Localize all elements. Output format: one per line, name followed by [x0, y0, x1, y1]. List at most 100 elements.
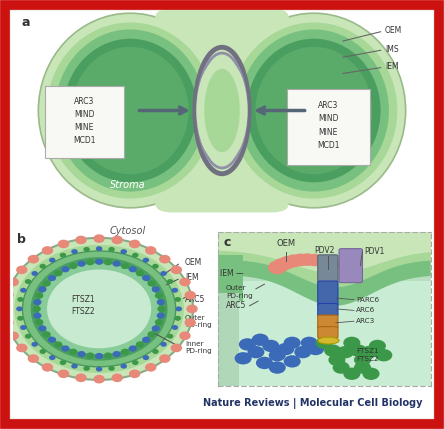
Circle shape: [269, 349, 286, 361]
FancyBboxPatch shape: [218, 281, 431, 386]
Text: ARC3: ARC3: [356, 318, 375, 324]
Circle shape: [157, 312, 165, 319]
Circle shape: [93, 375, 105, 384]
Text: ARC3
MIND
MINE
MCD1: ARC3 MIND MINE MCD1: [317, 101, 340, 150]
Circle shape: [171, 325, 178, 330]
FancyBboxPatch shape: [218, 255, 243, 301]
Ellipse shape: [195, 47, 249, 174]
Circle shape: [175, 306, 182, 311]
Circle shape: [61, 345, 70, 352]
Circle shape: [145, 363, 156, 372]
Circle shape: [239, 338, 256, 350]
Circle shape: [16, 266, 28, 274]
Circle shape: [111, 236, 123, 244]
Circle shape: [285, 254, 303, 267]
Ellipse shape: [55, 30, 205, 192]
Circle shape: [143, 258, 149, 263]
Circle shape: [174, 316, 181, 321]
Circle shape: [160, 342, 167, 347]
Circle shape: [61, 266, 70, 272]
Text: ARC5: ARC5: [226, 301, 246, 310]
Circle shape: [77, 351, 86, 357]
FancyBboxPatch shape: [318, 315, 338, 329]
Circle shape: [40, 264, 46, 269]
Circle shape: [113, 260, 121, 267]
Circle shape: [170, 344, 182, 352]
Circle shape: [25, 279, 32, 284]
Circle shape: [104, 352, 112, 359]
Circle shape: [35, 319, 44, 325]
Circle shape: [132, 360, 139, 365]
Circle shape: [111, 374, 123, 382]
Text: IMS: IMS: [385, 45, 398, 54]
Circle shape: [14, 245, 184, 373]
Circle shape: [170, 266, 182, 274]
Ellipse shape: [231, 23, 396, 198]
Polygon shape: [218, 260, 431, 306]
Circle shape: [49, 355, 56, 360]
Text: Inner
PD-ring: Inner PD-ring: [185, 341, 212, 354]
Circle shape: [354, 361, 371, 374]
Circle shape: [108, 366, 115, 371]
Ellipse shape: [222, 13, 406, 208]
FancyBboxPatch shape: [44, 86, 124, 158]
Ellipse shape: [247, 39, 381, 182]
Circle shape: [43, 331, 51, 338]
Text: IEM: IEM: [185, 274, 198, 282]
Text: IEM —: IEM —: [220, 269, 243, 278]
Circle shape: [179, 278, 190, 286]
Circle shape: [71, 364, 78, 369]
Circle shape: [58, 369, 69, 378]
Text: b: b: [17, 233, 26, 246]
Circle shape: [319, 257, 336, 269]
Circle shape: [343, 368, 361, 380]
Circle shape: [54, 341, 63, 347]
Text: a: a: [22, 15, 30, 29]
Circle shape: [157, 306, 166, 312]
Circle shape: [59, 360, 66, 365]
Circle shape: [120, 364, 127, 369]
Circle shape: [104, 259, 112, 266]
Circle shape: [16, 306, 23, 311]
Ellipse shape: [47, 22, 214, 199]
Circle shape: [252, 334, 269, 346]
Circle shape: [48, 337, 56, 343]
Circle shape: [268, 261, 287, 274]
Circle shape: [343, 337, 361, 349]
Circle shape: [147, 331, 155, 338]
Circle shape: [324, 344, 341, 357]
Circle shape: [273, 258, 291, 272]
Circle shape: [299, 254, 316, 266]
Text: OEM: OEM: [385, 26, 402, 35]
Text: FTSZ1
FTSZ2: FTSZ1 FTSZ2: [71, 296, 95, 316]
Circle shape: [83, 366, 90, 371]
Circle shape: [256, 357, 273, 369]
Circle shape: [152, 286, 160, 293]
Circle shape: [284, 355, 301, 368]
Circle shape: [38, 325, 47, 332]
Text: PDV1: PDV1: [365, 247, 385, 256]
Circle shape: [25, 334, 32, 339]
Circle shape: [43, 280, 51, 287]
Circle shape: [362, 368, 380, 380]
Circle shape: [147, 280, 155, 287]
Circle shape: [350, 344, 367, 357]
Circle shape: [59, 253, 66, 258]
Circle shape: [86, 259, 94, 266]
Circle shape: [2, 291, 14, 299]
Ellipse shape: [246, 39, 382, 182]
Circle shape: [155, 293, 163, 299]
Circle shape: [132, 253, 139, 258]
Circle shape: [48, 275, 56, 281]
Circle shape: [95, 259, 103, 265]
Circle shape: [284, 337, 301, 349]
FancyBboxPatch shape: [218, 232, 431, 301]
Text: PDV2: PDV2: [314, 246, 334, 255]
Circle shape: [17, 297, 24, 302]
Circle shape: [86, 352, 94, 359]
Ellipse shape: [238, 30, 389, 191]
Circle shape: [152, 264, 159, 269]
Text: Outer
PD-ring: Outer PD-ring: [226, 285, 253, 299]
Circle shape: [39, 263, 159, 354]
Circle shape: [47, 269, 151, 348]
